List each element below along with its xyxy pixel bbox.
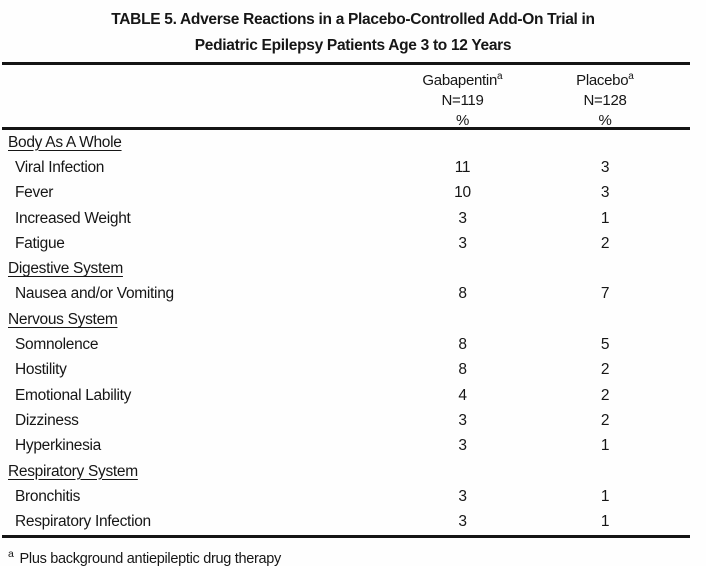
gabapentin-value: 4	[458, 386, 467, 404]
table-row: Emotional Lability 4 2	[0, 383, 690, 408]
table-section-row: Body As A Whole	[0, 130, 690, 155]
placebo-unit: %	[598, 112, 612, 129]
adverse-reaction-label: Somnolence	[15, 336, 99, 354]
table-title-line1: TABLE 5. Adverse Reactions in a Placebo-…	[111, 11, 595, 28]
placebo-value: 7	[600, 285, 610, 303]
column-header-placebo: Placeboa N=128 %	[535, 65, 675, 131]
gabapentin-value: 8	[458, 336, 467, 354]
table-row: Somnolence 8 5	[0, 332, 690, 357]
placebo-value: 3	[600, 184, 610, 202]
footnote-text: Plus background antiepileptic drug thera…	[19, 550, 282, 566]
placebo-value: 2	[600, 386, 610, 404]
adverse-reaction-label: Bronchitis	[15, 487, 81, 505]
placebo-n: N=128	[583, 92, 627, 109]
placebo-value: 2	[600, 411, 610, 429]
section-header-label: Digestive System	[8, 260, 123, 278]
placebo-drug-name: Placeboa	[535, 67, 675, 91]
table-row: Hyperkinesia 3 1	[0, 434, 690, 459]
gabapentin-drug-name: Gabapentina	[390, 67, 535, 91]
table-section-row: Respiratory System	[0, 459, 690, 484]
gabapentin-value: 10	[454, 184, 471, 202]
gabapentin-value: 3	[458, 487, 467, 505]
gabapentin-unit: %	[455, 112, 470, 129]
table-body: Body As A Whole Viral Infection 11 3 Fever 10…	[0, 130, 690, 535]
adverse-reaction-label: Respiratory Infection	[15, 513, 151, 531]
placebo-label: Placebo	[576, 72, 629, 89]
column-header-gabapentin: Gabapentina N=119 %	[390, 65, 535, 131]
gabapentin-value: 3	[458, 234, 467, 252]
gabapentin-n: N=119	[441, 92, 484, 109]
adverse-reaction-label: Viral Infection	[15, 158, 105, 176]
gabapentin-value: 8	[458, 361, 467, 379]
table-row: Fever 10 3	[0, 181, 690, 206]
gabapentin-value: 8	[458, 285, 467, 303]
table-row: Hostility 8 2	[0, 358, 690, 383]
placebo-value: 5	[600, 336, 610, 354]
adverse-reaction-label: Emotional Lability	[15, 386, 132, 404]
table-row: Bronchitis 3 1	[0, 484, 690, 509]
gabapentin-value: 11	[454, 158, 471, 176]
adverse-reaction-label: Hostility	[15, 361, 67, 379]
placebo-value: 2	[600, 234, 610, 252]
adverse-reaction-label: Nausea and/or Vomiting	[15, 285, 174, 303]
table-footnote: a Plus background antiepileptic drug ther…	[8, 548, 706, 566]
table-row: Respiratory Infection 3 1	[0, 509, 690, 534]
table-row: Viral Infection 11 3	[0, 155, 690, 180]
table-header-rule	[2, 127, 690, 130]
placebo-footnote-mark: a	[628, 71, 634, 82]
section-header-label: Respiratory System	[8, 462, 138, 480]
table-top-rule	[2, 62, 690, 65]
placebo-value: 2	[600, 361, 610, 379]
placebo-value: 1	[600, 513, 610, 531]
gabapentin-label: Gabapentin	[422, 72, 497, 89]
table-section-row: Digestive System	[0, 256, 690, 281]
table-title: TABLE 5. Adverse Reactions in a Placebo-…	[0, 0, 706, 59]
adverse-reaction-label: Increased Weight	[15, 209, 131, 227]
gabapentin-value: 3	[458, 437, 467, 455]
adverse-reaction-label: Hyperkinesia	[15, 437, 101, 455]
table-bottom-rule	[2, 534, 690, 538]
gabapentin-footnote-mark: a	[497, 71, 503, 82]
table-section-row: Nervous System	[0, 307, 690, 332]
gabapentin-value: 3	[458, 411, 467, 429]
gabapentin-value: 3	[458, 209, 467, 227]
adverse-reaction-label: Dizziness	[15, 411, 79, 429]
placebo-value: 1	[600, 487, 610, 505]
table-column-headers: Gabapentina N=119 % Placeboa N=128 %	[0, 65, 690, 129]
table-row: Increased Weight 3 1	[0, 206, 690, 231]
gabapentin-value: 3	[458, 513, 467, 531]
table-title-line2: Pediatric Epilepsy Patients Age 3 to 12 …	[194, 37, 512, 54]
placebo-value: 3	[600, 158, 610, 176]
section-header-label: Nervous System	[8, 310, 118, 328]
table-row: Dizziness 3 2	[0, 408, 690, 433]
placebo-value: 1	[600, 437, 610, 455]
placebo-value: 1	[600, 209, 610, 227]
footnote-mark: a	[8, 547, 14, 560]
table-row: Nausea and/or Vomiting 8 7	[0, 282, 690, 307]
table-row: Fatigue 3 2	[0, 231, 690, 256]
adverse-reaction-label: Fever	[15, 184, 54, 202]
adverse-reaction-label: Fatigue	[15, 234, 65, 252]
section-header-label: Body As A Whole	[8, 133, 122, 151]
